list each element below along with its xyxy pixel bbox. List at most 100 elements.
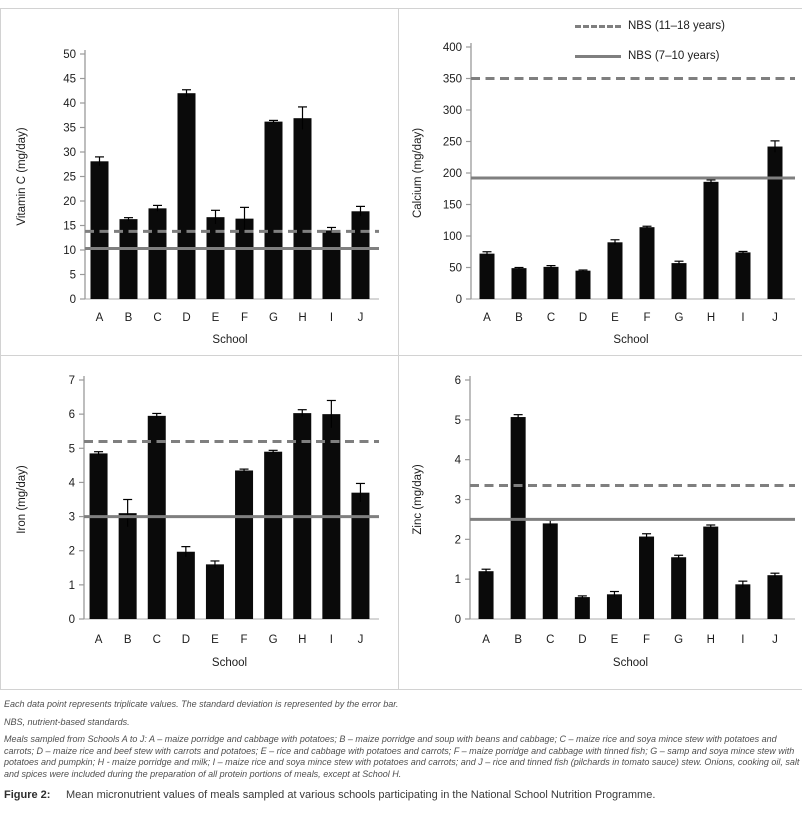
x-category-label: F — [643, 312, 650, 324]
bar-school-G — [671, 263, 687, 299]
figure-caption-text: Mean micronutrient values of meals sampl… — [66, 789, 656, 801]
bar-school-E — [206, 217, 225, 299]
x-category-label: G — [269, 634, 278, 646]
y-tick-label: 20 — [63, 196, 76, 208]
x-category-label: D — [579, 312, 587, 324]
y-tick-label: 100 — [443, 231, 462, 243]
y-tick-label: 5 — [70, 270, 76, 282]
bar-school-D — [176, 551, 195, 619]
x-category-label: I — [741, 634, 744, 646]
bar-school-A — [89, 453, 108, 619]
legend-item-nbs-11-18: NBS (11–18 years) — [575, 11, 725, 41]
y-tick-label: 25 — [63, 172, 76, 184]
x-category-label: A — [95, 634, 103, 646]
y-tick-label: 35 — [63, 123, 76, 135]
bar-chart-iron: 0 1 2 3 4 5 6 7 A B C D E F G H I J School Iron (mg/day) — [16, 375, 379, 669]
x-axis-title: School — [212, 657, 247, 669]
nbs-legend: NBS (11–18 years) NBS (7–10 years) — [575, 11, 725, 71]
bar-chart-calcium: 0 50 100 150 200 250 300 350 400 A B C D E F G H I J School… — [412, 42, 795, 346]
figure-caption: Figure 2: Mean micronutrient values of m… — [4, 789, 800, 801]
bar-school-I — [735, 584, 751, 619]
y-axis-title: Vitamin C (mg/day) — [16, 127, 28, 225]
bar-school-F — [235, 218, 254, 299]
bar-school-A — [479, 253, 495, 299]
x-category-label: I — [741, 312, 744, 324]
legend-label-nbs-7-10: NBS (7–10 years) — [628, 50, 720, 62]
bar-school-C — [148, 208, 167, 299]
x-category-label: F — [241, 634, 248, 646]
bar-school-J — [351, 211, 370, 299]
x-category-label: H — [707, 634, 715, 646]
legend-label-nbs-11-18: NBS (11–18 years) — [628, 20, 725, 32]
y-tick-label: 30 — [63, 147, 76, 159]
y-axis-title: Iron (mg/day) — [16, 465, 28, 534]
bar-school-J — [351, 492, 370, 619]
bar-school-D — [177, 93, 196, 299]
y-tick-label: 3 — [455, 495, 461, 507]
y-tick-label: 200 — [443, 168, 462, 180]
y-tick-label: 50 — [449, 263, 462, 275]
bar-school-G — [264, 451, 283, 619]
dashed-reference-line-swatch — [575, 24, 621, 28]
y-tick-label: 350 — [443, 74, 462, 86]
y-tick-label: 0 — [455, 614, 461, 626]
y-tick-label: 0 — [456, 294, 462, 306]
x-category-label: E — [212, 312, 220, 324]
bar-school-F — [639, 536, 655, 619]
y-tick-label: 0 — [70, 294, 76, 306]
y-tick-label: 3 — [69, 512, 75, 524]
x-category-label: I — [330, 634, 333, 646]
y-tick-label: 10 — [63, 245, 76, 257]
panel-iron-chart: 0 1 2 3 4 5 6 7 A B C D E F G H I J School Iron (mg/day) — [1, 356, 399, 689]
x-category-label: G — [269, 312, 278, 324]
y-axis-title: Calcium (mg/day) — [412, 128, 424, 218]
figure-caption-label: Figure 2: — [4, 789, 51, 801]
x-category-label: G — [675, 312, 684, 324]
y-tick-label: 0 — [69, 614, 75, 626]
x-category-label: H — [298, 634, 306, 646]
bar-school-C — [542, 523, 558, 619]
note-meals-sampled: Meals sampled from Schools A to J: A – m… — [4, 734, 800, 779]
bar-school-G — [671, 557, 687, 619]
x-axis-title: School — [613, 334, 648, 346]
y-axis-title: Zinc (mg/day) — [412, 464, 424, 534]
y-tick-label: 5 — [69, 443, 75, 455]
y-tick-label: 150 — [443, 200, 462, 212]
y-tick-label: 45 — [63, 74, 76, 86]
x-category-label: H — [298, 312, 306, 324]
bar-school-E — [205, 564, 224, 619]
x-axis-title: School — [613, 657, 648, 669]
y-tick-label: 2 — [455, 534, 461, 546]
x-category-label: J — [772, 312, 778, 324]
y-tick-label: 4 — [455, 455, 462, 467]
bar-school-I — [322, 230, 341, 299]
y-tick-label: 15 — [63, 221, 76, 233]
bar-school-F — [235, 470, 254, 619]
y-tick-label: 1 — [455, 574, 461, 586]
y-tick-label: 40 — [63, 98, 76, 110]
bar-school-H — [703, 181, 719, 299]
bar-school-A — [478, 571, 494, 619]
x-category-label: C — [547, 312, 555, 324]
bar-school-B — [511, 268, 527, 299]
bar-school-G — [264, 121, 283, 300]
bar-school-H — [703, 526, 719, 619]
x-axis-title: School — [212, 334, 247, 346]
chart-grid: 0 5 10 15 20 25 30 35 40 45 50 A B C D E F G H I J School Vita… — [0, 8, 802, 690]
bar-school-E — [606, 594, 622, 619]
bar-school-B — [119, 219, 138, 299]
y-tick-label: 4 — [69, 477, 76, 489]
panel-calcium-chart: NBS (11–18 years) NBS (7–10 years) 0 50 10… — [399, 9, 802, 356]
y-tick-label: 2 — [69, 546, 75, 558]
y-tick-label: 6 — [455, 375, 461, 387]
x-category-label: A — [96, 312, 104, 324]
bar-school-D — [575, 270, 591, 299]
bar-school-E — [607, 242, 623, 299]
bar-chart-zinc: 0 1 2 3 4 5 6 A B C D E F G H I J School Zinc (mg/day) — [412, 375, 795, 669]
x-category-label: B — [515, 312, 523, 324]
note-triplicate-values: Each data point represents triplicate va… — [4, 699, 399, 709]
x-category-label: A — [483, 312, 491, 324]
x-category-label: F — [643, 634, 650, 646]
bar-school-C — [543, 266, 559, 299]
